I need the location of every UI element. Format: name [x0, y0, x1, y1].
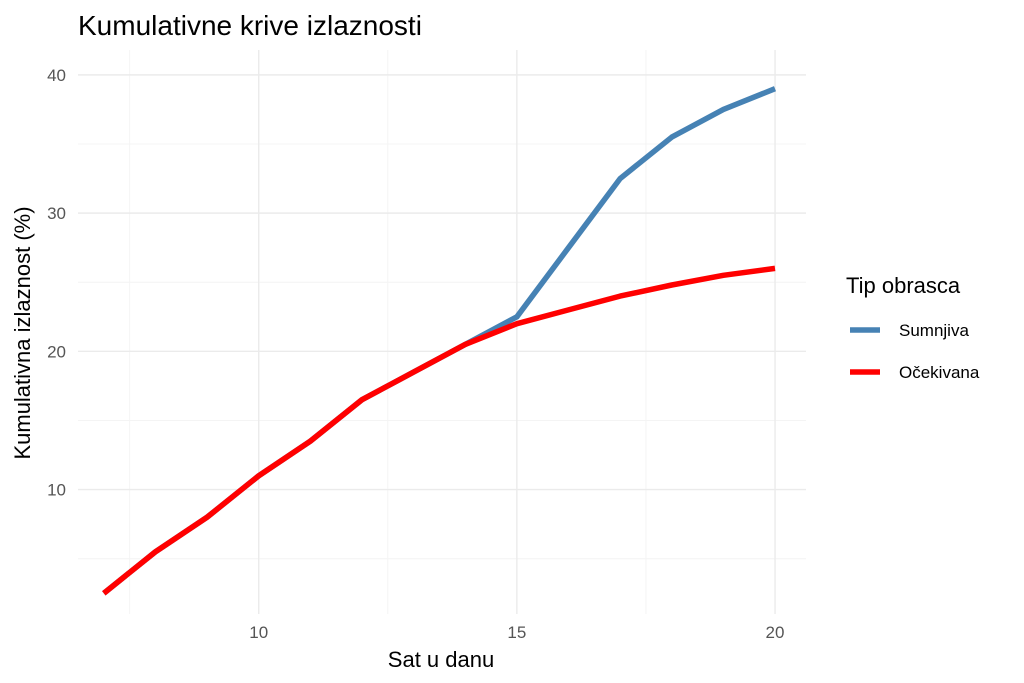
- y-axis-title: Kumulativna izlaznost (%): [10, 206, 35, 459]
- legend-title: Tip obrasca: [846, 273, 961, 298]
- legend-label: Očekivana: [899, 363, 980, 382]
- legend: Tip obrasca Sumnjiva Očekivana: [846, 273, 980, 382]
- chart-title: Kumulativne krive izlaznosti: [78, 10, 422, 41]
- series-line-oekivana: [102, 265, 776, 596]
- x-tick-label: 10: [249, 623, 268, 642]
- y-tick-label: 10: [47, 481, 66, 500]
- series-lines: [102, 86, 777, 596]
- legend-items: Sumnjiva Očekivana: [850, 321, 980, 382]
- x-tick-label: 15: [507, 623, 526, 642]
- grid: [78, 50, 806, 614]
- y-tick-label: 20: [47, 342, 66, 361]
- x-axis-title: Sat u danu: [388, 647, 494, 672]
- y-tick-label: 40: [47, 66, 66, 85]
- y-tick-label: 30: [47, 204, 66, 223]
- legend-label: Sumnjiva: [899, 321, 969, 340]
- x-tick-label: 20: [766, 623, 785, 642]
- tick-labels: 10 15 20 10 20 30 40: [47, 66, 784, 642]
